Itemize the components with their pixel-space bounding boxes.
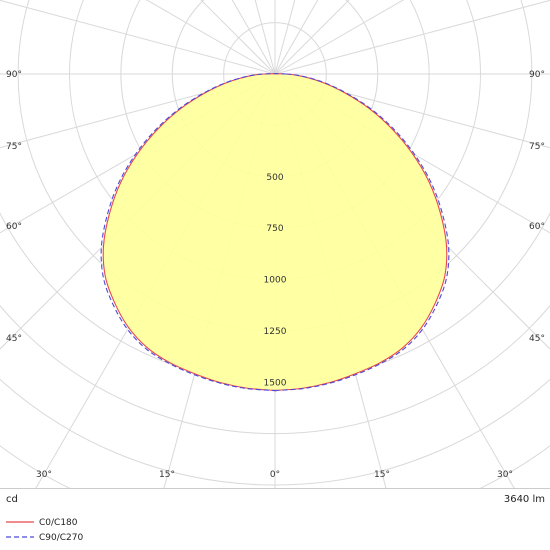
bottom-angle-label-1: 15° bbox=[159, 470, 175, 480]
bottom-angle-label-0: 30° bbox=[36, 470, 52, 480]
legend-label-c90-c270: C90/C270 bbox=[39, 533, 84, 543]
grid-spoke--105 bbox=[0, 0, 276, 75]
radial-tick-label-1000: 1000 bbox=[264, 276, 287, 286]
grid-spoke-105 bbox=[274, 0, 550, 75]
intensity-curves bbox=[100, 73, 450, 392]
flux-label: 3640 lm bbox=[504, 494, 545, 505]
left-angle-label-0: 90° bbox=[6, 70, 22, 80]
tick-labels: 500 750 1000 1250 1500 30° 15° 0° 15° 30° 90° 75° 60… bbox=[6, 70, 545, 480]
radial-tick-label-500: 500 bbox=[266, 173, 283, 183]
right-angle-label-3: 45° bbox=[529, 334, 545, 344]
bottom-angle-label-3: 15° bbox=[374, 470, 390, 480]
intensity-fill bbox=[103, 73, 447, 391]
bottom-angle-label-2: 0° bbox=[270, 470, 280, 480]
grid-spoke-75 bbox=[274, 73, 550, 149]
right-angle-label-0: 90° bbox=[529, 70, 545, 80]
grid-spoke-135 bbox=[274, 0, 350, 75]
left-angle-label-1: 75° bbox=[6, 142, 22, 152]
grid-spoke--75 bbox=[0, 73, 276, 149]
legend-label-c0-c180: C0/C180 bbox=[39, 518, 78, 528]
grid-spoke-150 bbox=[274, 0, 319, 75]
right-angle-label-2: 60° bbox=[529, 222, 545, 232]
unit-label: cd bbox=[6, 494, 18, 505]
left-angle-label-2: 60° bbox=[6, 222, 22, 232]
radial-tick-label-1250: 1250 bbox=[264, 327, 287, 337]
grid-spoke-120 bbox=[274, 0, 405, 75]
series-line-c90-c270 bbox=[100, 73, 450, 392]
radial-tick-label-1500: 1500 bbox=[264, 378, 287, 388]
right-angle-label-1: 75° bbox=[529, 142, 545, 152]
radial-tick-label-750: 750 bbox=[266, 224, 283, 234]
grid-spoke--135 bbox=[200, 0, 276, 75]
grid-spoke--120 bbox=[145, 0, 276, 75]
left-angle-label-3: 45° bbox=[6, 334, 22, 344]
legend: C0/C180 C90/C270 bbox=[6, 518, 84, 543]
bottom-angle-label-4: 30° bbox=[497, 470, 513, 480]
grid-spoke--150 bbox=[231, 0, 276, 75]
